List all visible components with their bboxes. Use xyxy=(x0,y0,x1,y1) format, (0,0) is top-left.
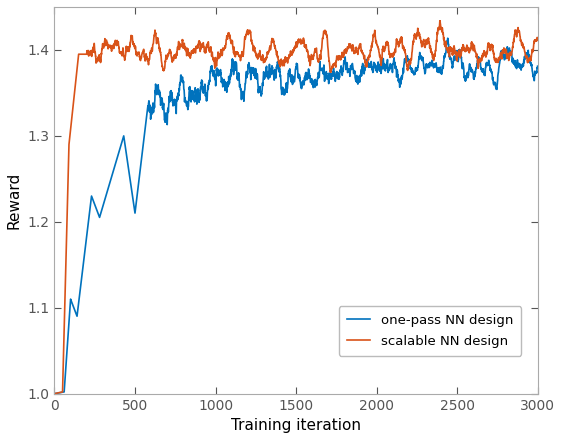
Line: scalable NN design: scalable NN design xyxy=(55,21,538,394)
scalable NN design xyxy=(237,54,243,59)
scalable NN design xyxy=(106,44,113,49)
one-pass NN design xyxy=(257,91,264,96)
one-pass NN design xyxy=(106,181,113,186)
one-pass NN design xyxy=(534,63,541,69)
Line: one-pass NN design: one-pass NN design xyxy=(55,38,538,394)
one-pass NN design xyxy=(473,66,479,71)
scalable NN design xyxy=(135,50,142,55)
scalable NN design xyxy=(437,18,443,23)
one-pass NN design xyxy=(51,391,58,396)
X-axis label: Training iteration: Training iteration xyxy=(231,418,361,433)
scalable NN design xyxy=(473,54,479,59)
one-pass NN design xyxy=(525,48,532,53)
scalable NN design xyxy=(525,56,532,62)
Y-axis label: Reward: Reward xyxy=(7,172,22,229)
scalable NN design xyxy=(51,391,58,396)
scalable NN design xyxy=(257,55,264,60)
one-pass NN design xyxy=(237,82,243,87)
one-pass NN design xyxy=(445,36,451,41)
scalable NN design xyxy=(534,37,541,42)
Legend: one-pass NN design, scalable NN design: one-pass NN design, scalable NN design xyxy=(339,306,522,356)
one-pass NN design xyxy=(135,182,142,187)
